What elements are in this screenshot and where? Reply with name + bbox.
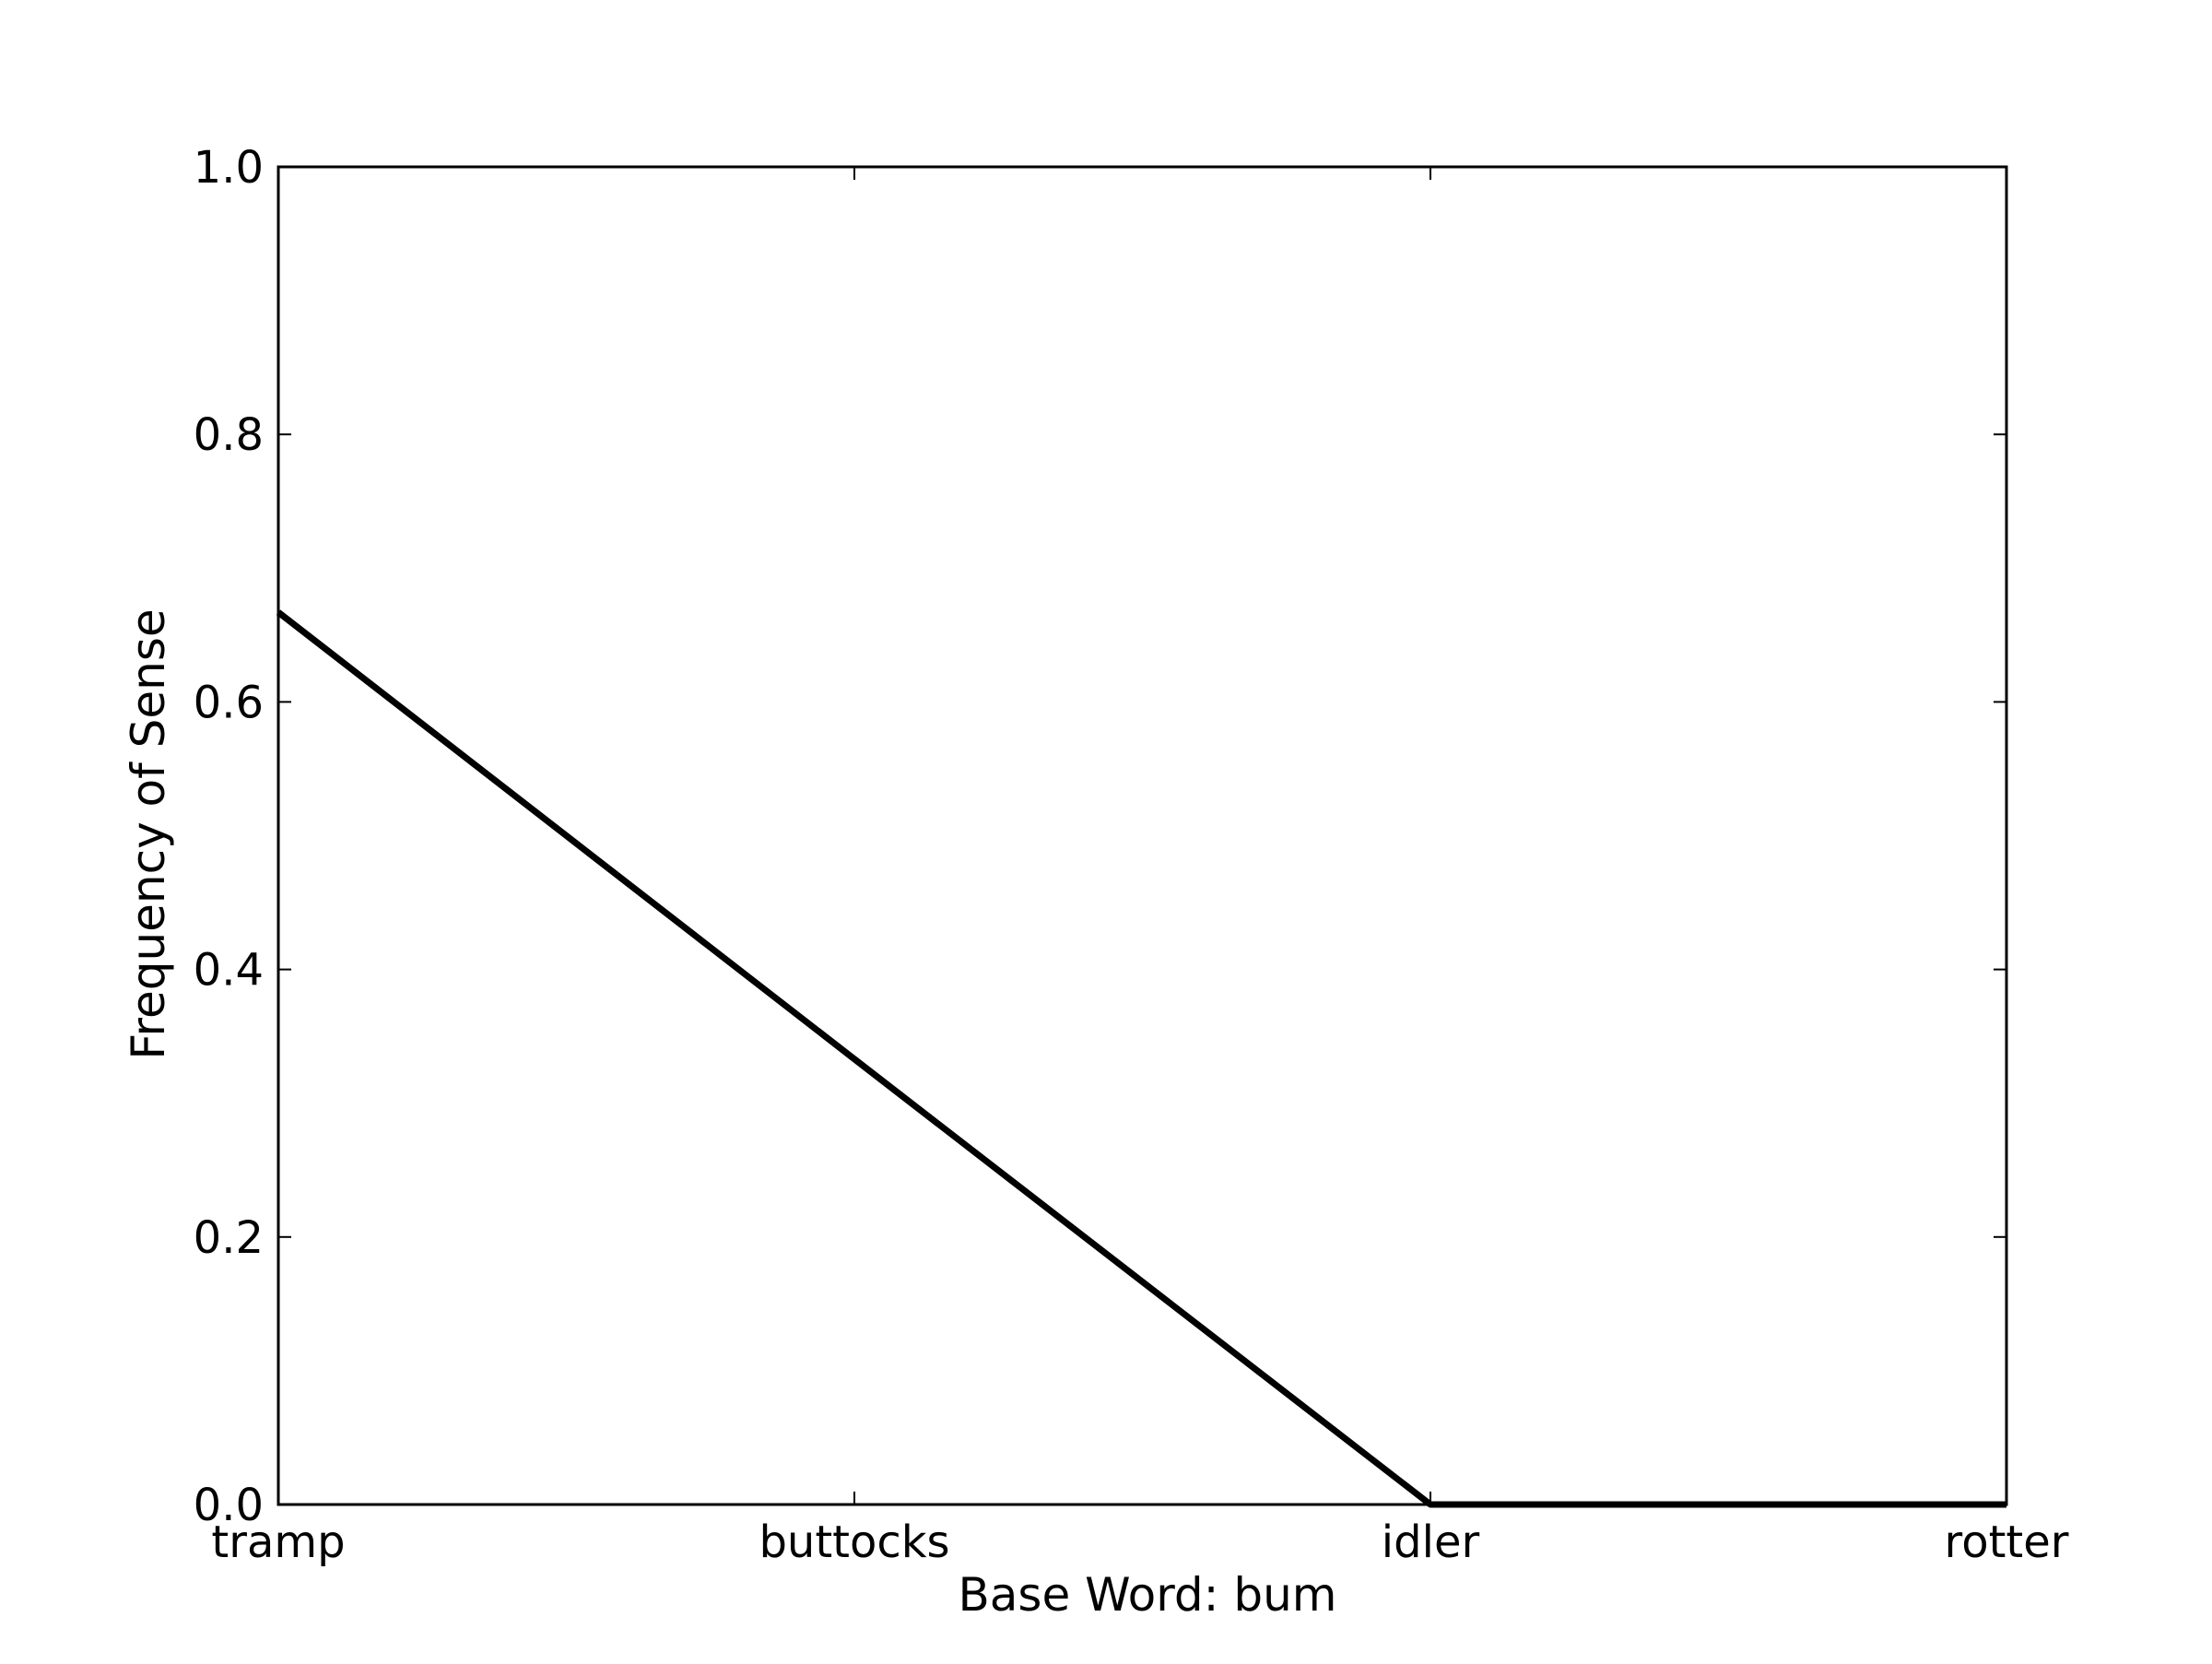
y-tick-label: 0.4 [194, 945, 264, 997]
plot-area: 0.0 0.2 0.4 0.6 0.8 1.0 tramp buttocks idler rott… [194, 142, 2069, 1568]
x-tick-label: rotter [1945, 1516, 2069, 1568]
series-line [276, 609, 2006, 1508]
x-tick-label: tramp [211, 1516, 345, 1568]
y-axis-label: Frequency of Sense [122, 608, 175, 1059]
y-tick-label: 0.6 [194, 677, 264, 728]
y-tick-label: 1.0 [194, 142, 264, 194]
y-tick-label: 0.8 [194, 409, 264, 461]
y-tick-label: 0.0 [194, 1480, 264, 1531]
plot-frame [276, 165, 2008, 1506]
x-axis-label: Base Word: bum [958, 1568, 1336, 1622]
x-tick-label: idler [1382, 1516, 1480, 1568]
x-tick-label: buttocks [759, 1516, 949, 1568]
y-tick-label: 0.2 [194, 1212, 264, 1264]
